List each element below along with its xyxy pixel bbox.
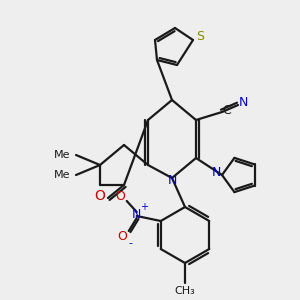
Text: +: +	[140, 202, 148, 212]
Text: N: N	[167, 175, 177, 188]
Text: N: N	[238, 97, 248, 110]
Text: O: O	[115, 190, 125, 202]
Text: Me: Me	[54, 170, 70, 180]
Text: CH₃: CH₃	[175, 286, 195, 296]
Text: O: O	[94, 189, 105, 203]
Text: C: C	[223, 103, 231, 116]
Text: O: O	[117, 230, 127, 242]
Text: Me: Me	[54, 150, 70, 160]
Text: S: S	[196, 31, 204, 44]
Text: -: -	[129, 238, 133, 248]
Text: N: N	[132, 208, 141, 220]
Text: N: N	[211, 166, 221, 178]
